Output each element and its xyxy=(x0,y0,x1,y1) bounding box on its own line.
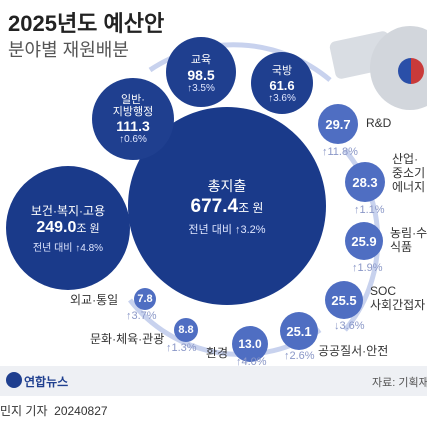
defense-change: ↑3.6% xyxy=(268,93,296,104)
culture-bubble: 8.8 xyxy=(174,318,198,342)
diplomacy-label: 외교·통일 xyxy=(70,293,119,307)
environment-label: 환경 xyxy=(206,346,229,360)
education-value: 98.5 xyxy=(187,66,215,83)
agri-change: ↑1.9% xyxy=(352,262,383,274)
rnd-label: R&D xyxy=(366,116,392,130)
soc-bubble: 25.5 xyxy=(325,281,363,319)
culture-change: ↑1.3% xyxy=(166,342,197,354)
industry-label-3: 에너지 xyxy=(392,180,426,194)
public-bubble: 25.1 xyxy=(280,312,318,350)
welfare-label: 보건·복지·고용 xyxy=(30,204,106,218)
general-label-1: 일반· xyxy=(121,93,145,106)
general-change: ↑0.6% xyxy=(119,133,147,145)
industry-label-1: 산업· xyxy=(392,152,419,166)
welfare-change: 전년 대비 ↑4.8% xyxy=(32,243,104,254)
welfare-unit: 조 원 xyxy=(76,223,100,235)
soc-label: SOC 사회간접자 xyxy=(370,284,425,312)
taeguk-emblem-icon xyxy=(398,58,424,84)
page-subtitle: 분야별 재원배분 xyxy=(8,40,129,60)
welfare-value: 249.0 xyxy=(36,219,77,236)
agri-value: 25.9 xyxy=(351,233,377,249)
industry-label-2: 중소기 xyxy=(392,166,426,180)
page-title: 2025년도 예산안 xyxy=(8,11,165,36)
yonhap-logo-text: 연합뉴스 xyxy=(24,375,69,389)
welfare-bubble: 보건·복지·고용 249.0조 원 전년 대비 ↑4.8% xyxy=(6,166,130,290)
education-label: 교육 xyxy=(190,53,212,66)
total-change: 전년 대비 ↑3.2% xyxy=(188,223,266,236)
total-unit: 조 원 xyxy=(238,200,264,215)
total-value: 677.4 xyxy=(190,195,239,217)
diplomacy-bubble: 7.8 xyxy=(134,288,156,310)
industry-label: 산업· 중소기 에너지 xyxy=(392,152,425,194)
environment-change: ↑4.0% xyxy=(236,356,267,368)
soc-label-2: 사회간접자 xyxy=(370,298,426,312)
yonhap-logo-icon xyxy=(6,372,22,388)
footer-band xyxy=(0,366,427,396)
rnd-bubble: 29.7 xyxy=(318,104,358,144)
credit-text: 민지 기자 20240827 xyxy=(0,404,108,418)
soc-label-1: SOC xyxy=(370,284,397,298)
general-admin-bubble: 일반· 지방행정 111.3 ↑0.6% xyxy=(92,78,174,160)
culture-label: 문화·체육·관광 xyxy=(90,332,165,346)
total-label: 총지출 xyxy=(207,177,247,194)
environment-bubble: 13.0 xyxy=(232,326,268,362)
culture-value: 8.8 xyxy=(178,324,194,336)
general-value: 111.3 xyxy=(116,117,150,134)
environment-value: 13.0 xyxy=(238,337,262,351)
rnd-change: ↑11.8% xyxy=(322,146,358,158)
soc-value: 25.5 xyxy=(331,292,357,308)
education-change: ↑3.5% xyxy=(187,82,215,94)
agri-bubble: 25.9 xyxy=(345,222,383,260)
soc-change: ↓3.6% xyxy=(334,320,365,332)
rnd-value: 29.7 xyxy=(325,116,351,132)
public-label: 공공질서·안전 xyxy=(318,344,389,358)
education-bubble: 교육 98.5 ↑3.5% xyxy=(166,37,236,107)
source-text: 자료: 기획재 xyxy=(372,377,427,389)
agri-label-1: 농림·수 xyxy=(390,226,427,240)
agri-label: 농림·수 식품 xyxy=(390,226,427,254)
defense-value: 61.6 xyxy=(269,78,295,93)
industry-value: 28.3 xyxy=(352,174,378,190)
diplomacy-change: ↑3.7% xyxy=(126,310,157,322)
public-change: ↑2.6% xyxy=(284,350,315,362)
industry-change: ↑1.1% xyxy=(354,204,385,216)
public-value: 25.1 xyxy=(286,323,312,339)
general-label-2: 지방행정 xyxy=(112,105,154,118)
diplomacy-value: 7.8 xyxy=(137,293,153,305)
defense-label: 국방 xyxy=(271,65,293,77)
defense-bubble: 국방 61.6 ↑3.6% xyxy=(251,52,313,114)
agri-label-2: 식품 xyxy=(390,240,413,254)
industry-bubble: 28.3 xyxy=(345,162,385,202)
